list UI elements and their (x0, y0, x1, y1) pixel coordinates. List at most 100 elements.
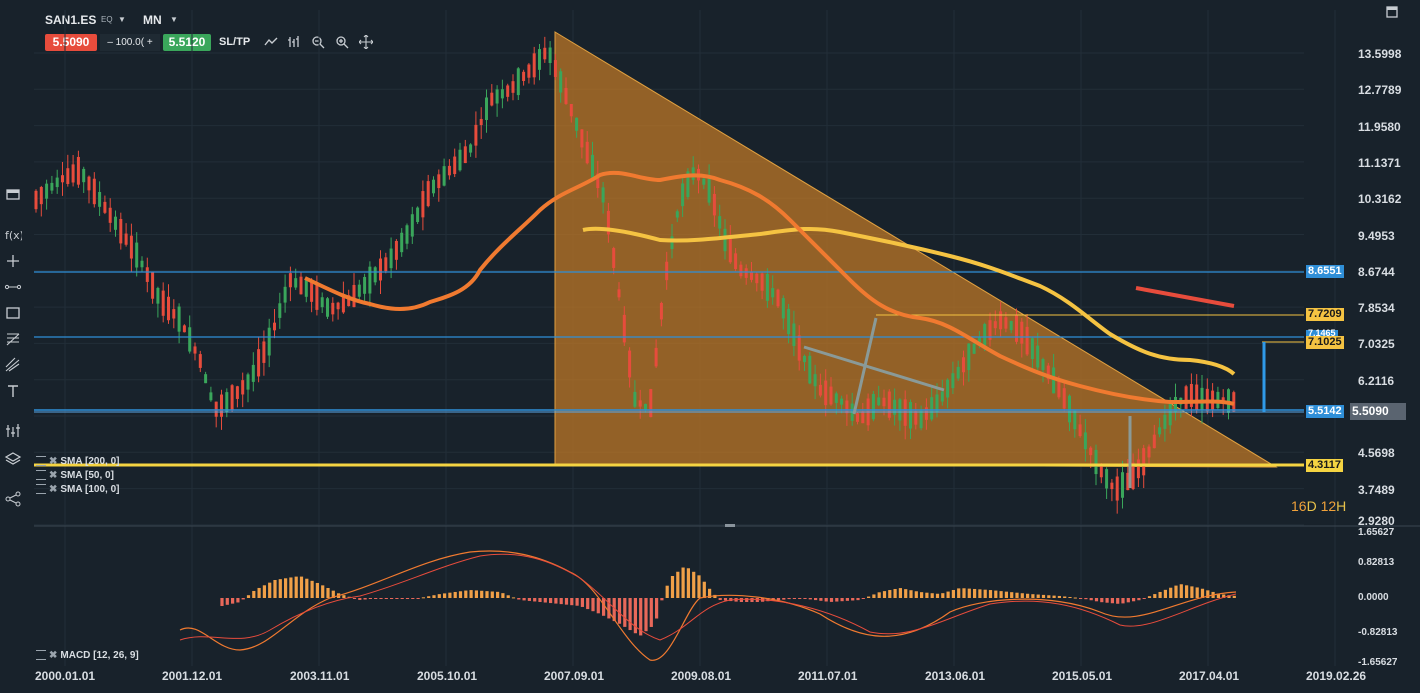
candle (204, 374, 208, 384)
candle (114, 216, 117, 230)
candle (1015, 314, 1018, 342)
countdown-hours: 12 (1320, 498, 1337, 514)
macd-histogram-bar (421, 597, 425, 599)
macd-histogram-bar (1110, 598, 1114, 604)
quantity-value[interactable]: 100.0( (115, 37, 145, 48)
macd-histogram-bar (469, 590, 473, 598)
candle (1046, 365, 1050, 380)
sma-100-label[interactable]: ✖ SMA [100, 0] (36, 484, 119, 495)
candle (840, 398, 844, 405)
candle (474, 124, 478, 146)
macd-histogram-bar (427, 596, 431, 598)
macd-histogram-bar (390, 598, 394, 599)
line-icon[interactable] (4, 278, 22, 296)
close-icon[interactable]: ✖ (49, 456, 58, 467)
symbol-dropdown-icon[interactable]: ▼ (118, 15, 126, 24)
fibonacci-icon[interactable] (4, 330, 22, 348)
date-axis-label: 2001.12.01 (162, 669, 223, 683)
crosshair-icon[interactable] (359, 35, 373, 49)
macd-axis-label: -1.65627 (1358, 657, 1398, 668)
candle (824, 380, 828, 406)
macd-histogram-bar (384, 598, 388, 599)
close-icon[interactable]: ✖ (49, 650, 58, 661)
indicator-icon[interactable] (4, 422, 22, 440)
macd-histogram-bar (278, 579, 282, 598)
maximize-icon[interactable] (1386, 6, 1398, 18)
increase-icon[interactable]: + (146, 37, 153, 48)
macd-histogram-bar (1195, 587, 1199, 598)
plus-icon[interactable] (4, 252, 22, 270)
zoom-out-icon[interactable] (311, 35, 325, 49)
sma-50-label[interactable]: ✖ SMA [50, 0] (36, 470, 114, 481)
candle (972, 343, 976, 354)
timeframe-label[interactable]: MN (143, 13, 162, 27)
date-axis-label: 2003.11.01 (290, 669, 350, 683)
macd-label[interactable]: ✖ MACD [12, 26, 9] (36, 650, 139, 661)
candle (1052, 367, 1056, 394)
sma-200-label[interactable]: ✖ SMA [200, 0] (36, 456, 119, 467)
macd-histogram-bar (1137, 598, 1141, 601)
decrease-icon[interactable]: – (107, 37, 113, 48)
macd-histogram-bar (437, 594, 441, 598)
settings-icon[interactable] (36, 650, 46, 661)
bars-icon[interactable] (287, 35, 301, 49)
macd-histogram-bar (920, 592, 924, 598)
timeframe-dropdown-icon[interactable]: ▼ (170, 15, 178, 24)
settings-icon[interactable] (36, 484, 46, 495)
candle (500, 89, 504, 99)
close-icon[interactable]: ✖ (49, 484, 58, 495)
macd-histogram-bar (543, 598, 547, 603)
date-axis-label: 2011.07.01 (798, 669, 858, 683)
candle (1099, 466, 1103, 478)
macd-histogram-bar (1031, 594, 1035, 598)
candle (946, 379, 950, 398)
candle (606, 210, 610, 235)
macd-histogram-bar (776, 598, 781, 601)
zoom-in-icon[interactable] (335, 35, 349, 49)
candle (776, 289, 780, 307)
candle (569, 104, 573, 117)
rect-draw-icon[interactable] (4, 304, 22, 322)
candle (601, 187, 605, 203)
candle (834, 393, 838, 403)
sltp-button[interactable]: SL/TP (219, 36, 251, 48)
candle (235, 386, 239, 399)
countdown-d-unit: D (1306, 498, 1317, 514)
layers-icon[interactable] (4, 450, 22, 468)
symbol-label[interactable]: SAN1.ES (45, 13, 97, 27)
macd-histogram-bar (1026, 593, 1030, 598)
share-icon[interactable] (4, 490, 22, 508)
price-axis-label: 13.5998 (1358, 47, 1402, 61)
macd-histogram-bar (1010, 592, 1014, 598)
text-icon[interactable] (4, 382, 22, 400)
chart-type-icon[interactable] (264, 35, 278, 49)
candle (845, 400, 849, 414)
macd-histogram-bar (1153, 594, 1157, 598)
macd-histogram-bar (1216, 593, 1220, 598)
macd-histogram-bar (358, 598, 362, 600)
candle (193, 346, 197, 354)
candle (490, 92, 494, 106)
candle (649, 389, 653, 418)
macd-histogram-bar (496, 591, 500, 598)
macd-histogram-bar (374, 598, 378, 599)
macd-histogram-bar (289, 577, 293, 598)
close-icon[interactable]: ✖ (49, 470, 58, 481)
candle (787, 308, 791, 335)
candle (283, 286, 287, 303)
macd-histogram-bar (591, 598, 595, 612)
macd-histogram-bar (485, 591, 489, 598)
pitchfork-icon[interactable] (4, 356, 22, 374)
function-icon[interactable]: f(x) (4, 226, 24, 244)
candle (241, 380, 245, 395)
macd-histogram-bar (914, 591, 918, 598)
settings-icon[interactable] (36, 470, 46, 481)
ask-price-button[interactable]: 5.5120 (163, 34, 211, 51)
bid-price-button[interactable]: 5.5090 (45, 34, 97, 51)
settings-icon[interactable] (36, 456, 46, 467)
quantity-stepper[interactable]: – 100.0( + (100, 34, 160, 51)
macd-histogram-bar (252, 590, 256, 598)
rectangle-icon[interactable] (4, 186, 22, 204)
macd-histogram-bar (1232, 595, 1236, 598)
